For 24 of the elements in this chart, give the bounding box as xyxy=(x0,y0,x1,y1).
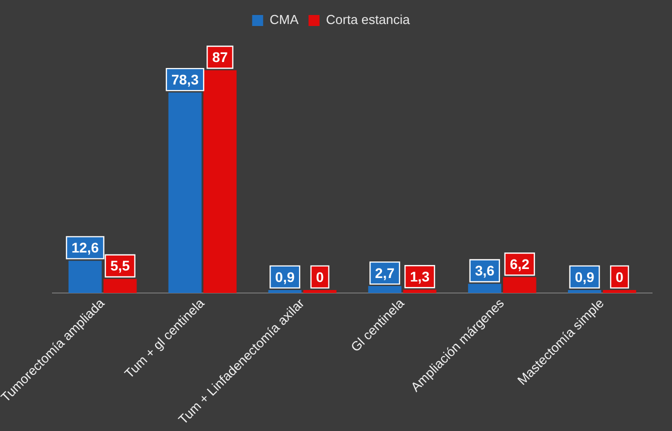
bar xyxy=(268,290,302,293)
data-label: 3,6 xyxy=(474,262,495,279)
data-label: 0,9 xyxy=(574,268,595,285)
bar xyxy=(68,260,102,293)
data-label: 2,7 xyxy=(375,264,395,281)
data-label: 78,3 xyxy=(171,71,199,88)
bar xyxy=(103,278,137,293)
bar xyxy=(403,290,436,293)
bar xyxy=(168,92,202,293)
bar xyxy=(368,286,402,293)
legend-label: Corta estancia xyxy=(326,12,411,28)
data-label: 6,2 xyxy=(510,256,530,272)
data-label: 0,9 xyxy=(275,268,295,285)
data-label: 1,3 xyxy=(410,268,430,284)
bar xyxy=(503,277,536,293)
legend-label: CMA xyxy=(270,12,299,28)
bar xyxy=(468,284,502,293)
data-label: 12,6 xyxy=(72,240,99,256)
data-label: 5,5 xyxy=(110,258,130,274)
bar xyxy=(568,290,602,293)
data-label: 0 xyxy=(316,268,324,285)
data-label: 87 xyxy=(212,49,228,66)
data-label: 0 xyxy=(616,268,624,285)
bar xyxy=(203,70,237,293)
